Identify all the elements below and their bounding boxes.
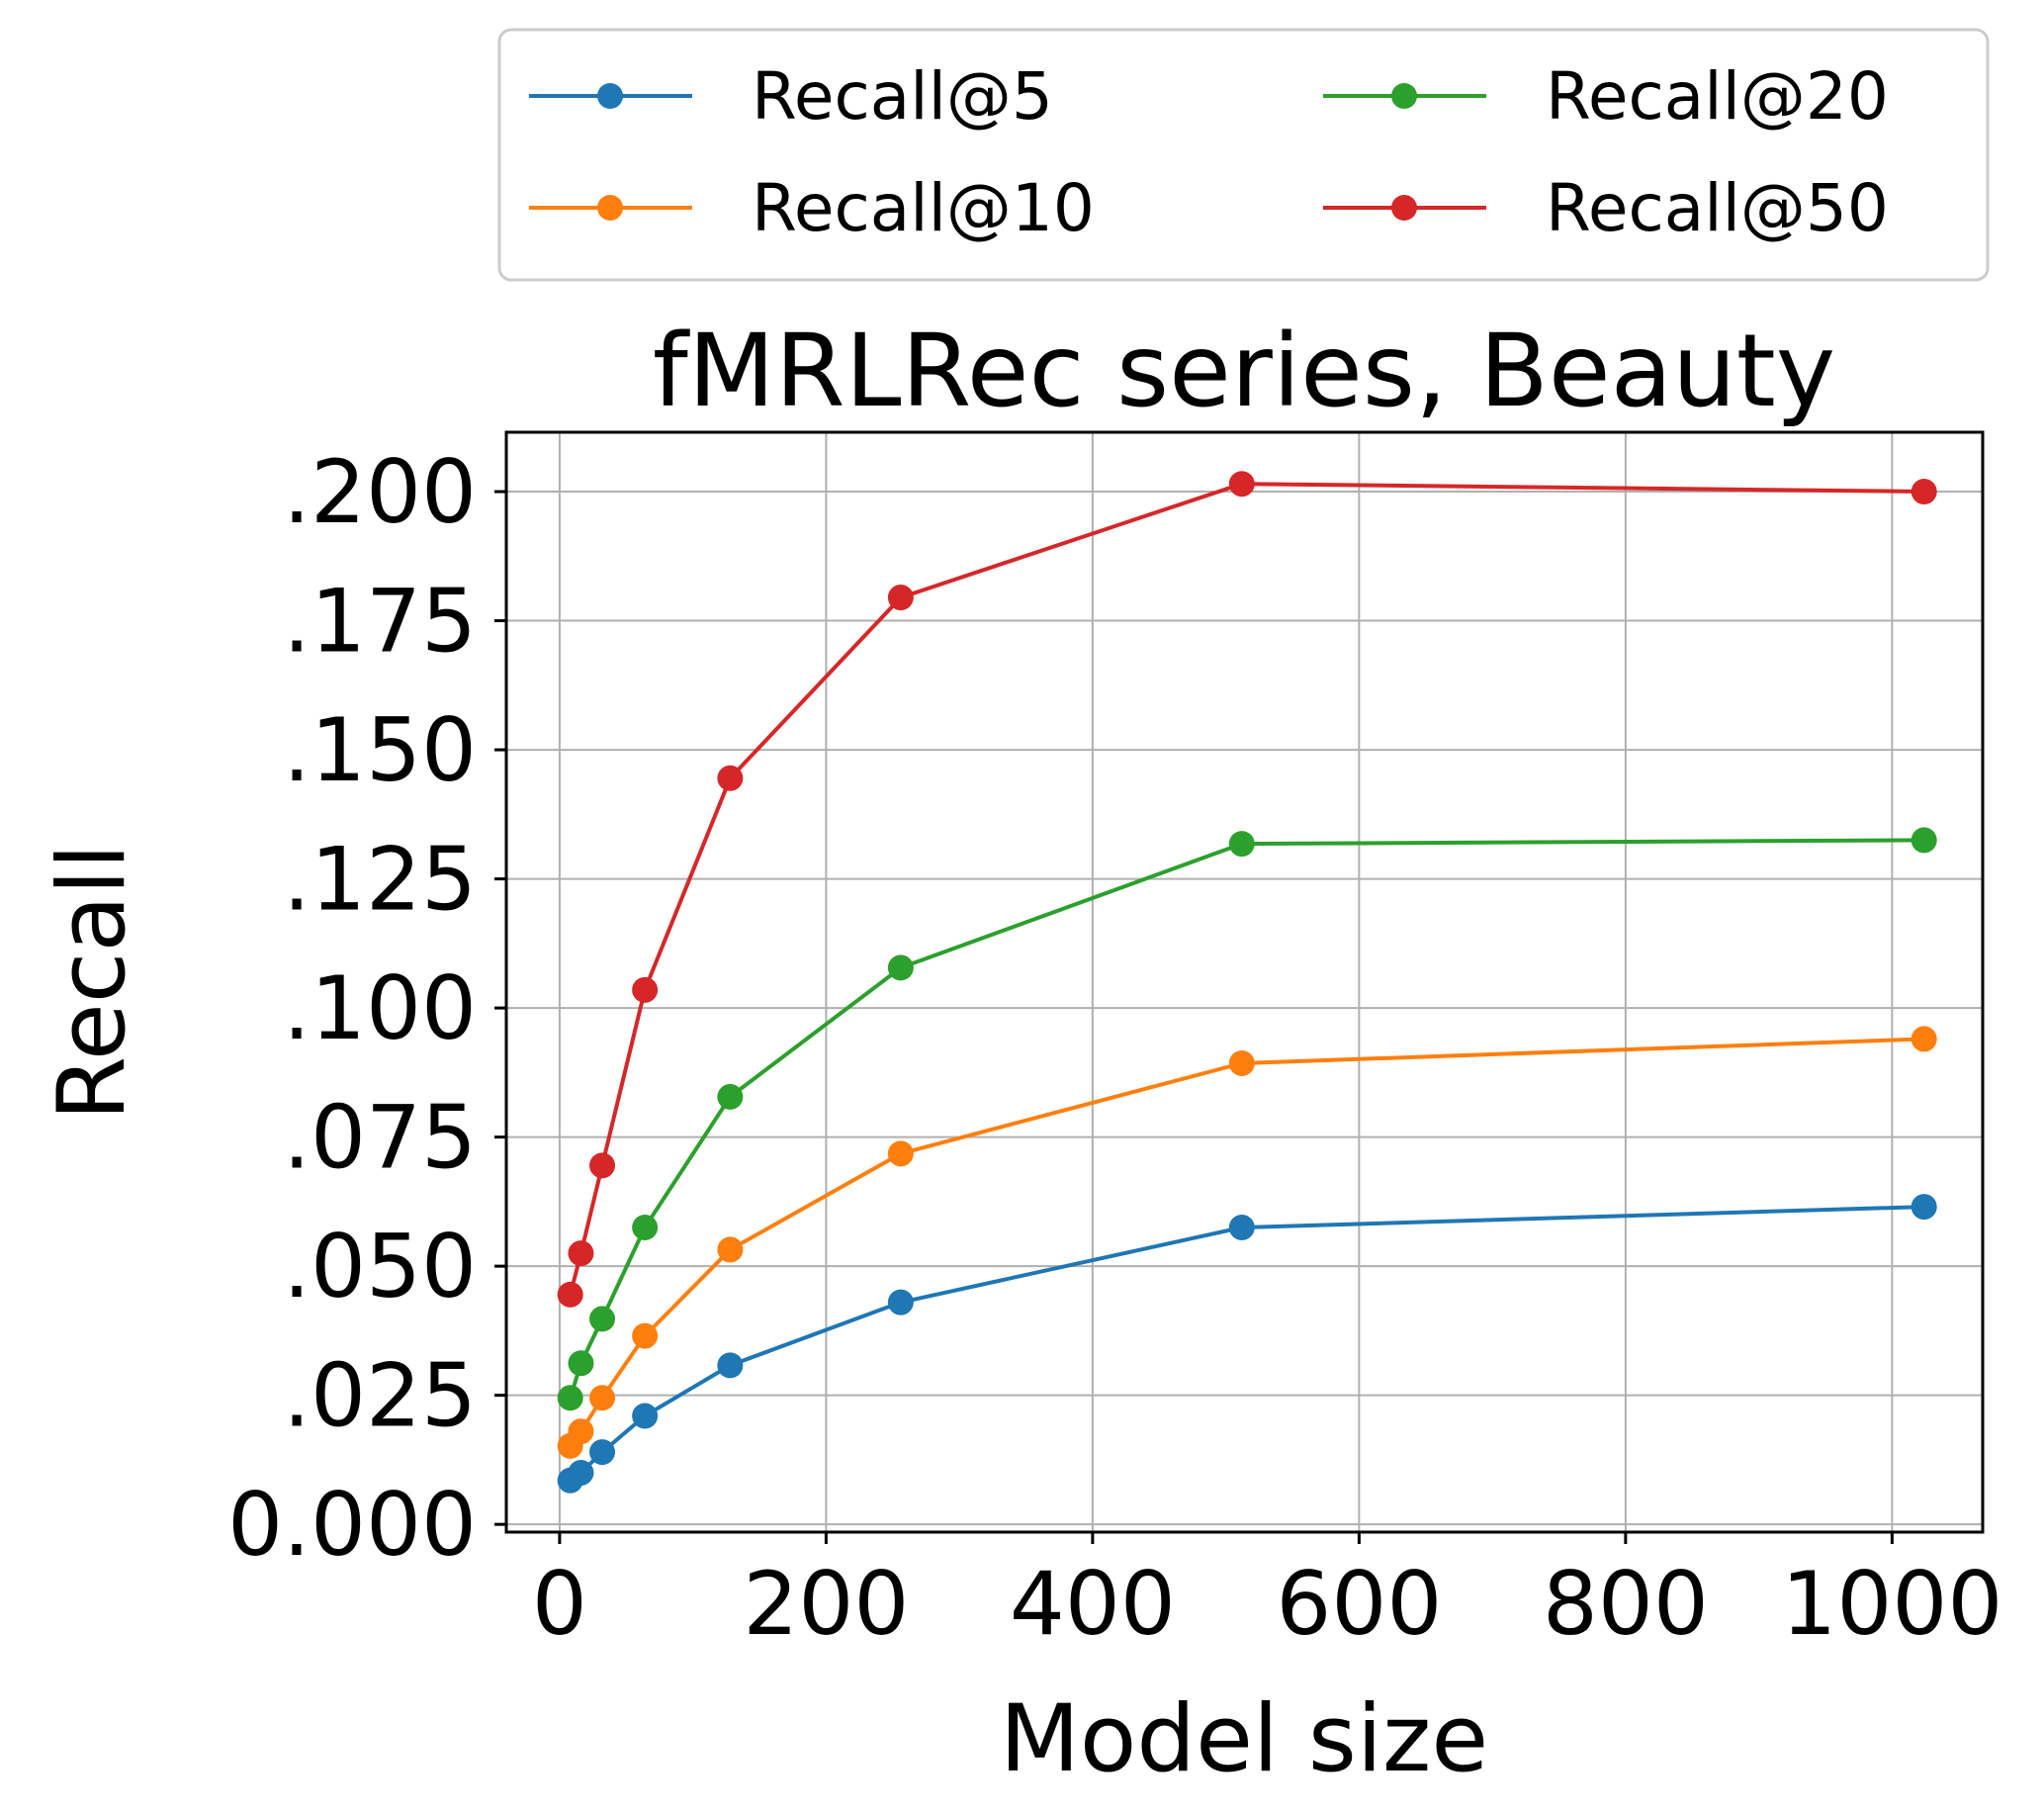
data-point-recall-5 — [1911, 1194, 1937, 1221]
data-point-recall-50 — [568, 1240, 594, 1267]
data-point-recall-5 — [1228, 1214, 1255, 1240]
x-axis-label: Model size — [1000, 1685, 1488, 1793]
y-tick-label: .075 — [283, 1087, 477, 1189]
y-tick-label: .050 — [283, 1216, 477, 1317]
legend: Recall@5 Recall@10 Recall@20 Recall@50 — [497, 28, 1990, 282]
data-point-recall-10 — [1911, 1026, 1937, 1052]
x-tick-label: 1000 — [1781, 1553, 2002, 1655]
y-tick-label: .150 — [283, 699, 477, 801]
y-tick-label: .025 — [283, 1345, 477, 1447]
series-recall-20 — [557, 827, 1937, 1411]
x-axis: 0 200 400 600 800 1000 — [532, 1532, 2002, 1655]
data-point-recall-20 — [887, 954, 914, 981]
data-point-recall-10 — [887, 1140, 914, 1167]
x-tick-label: 0 — [532, 1553, 587, 1655]
series-recall-50 — [557, 471, 1937, 1308]
data-point-recall-50 — [632, 976, 659, 1003]
y-axis: 0.000 .025 .050 .075 .100 .125 .150 .175 .200 — [227, 441, 506, 1576]
data-point-recall-50 — [1911, 479, 1937, 505]
data-point-recall-20 — [717, 1083, 744, 1110]
y-tick-label: .175 — [283, 571, 477, 673]
legend-label: Recall@20 — [1546, 58, 1889, 135]
series-line-recall-50 — [568, 482, 1924, 1296]
series-line-recall-20 — [568, 838, 1924, 1399]
data-point-recall-10 — [1228, 1049, 1255, 1076]
data-point-recall-10 — [717, 1236, 744, 1263]
chart-title: fMRLRec series, Beauty — [653, 313, 1835, 430]
data-point-recall-5 — [589, 1439, 616, 1466]
legend-item-recall-20: Recall@20 — [1323, 58, 1889, 135]
data-point-recall-20 — [589, 1306, 616, 1332]
legend-frame — [497, 28, 1990, 282]
legend-label: Recall@5 — [752, 58, 1053, 135]
x-tick-label: 600 — [1276, 1553, 1442, 1655]
legend-item-recall-50: Recall@50 — [1323, 170, 1889, 246]
series-recall-5 — [557, 1194, 1937, 1494]
data-point-recall-5 — [887, 1289, 914, 1315]
y-axis-label: Recall — [39, 844, 146, 1121]
legend-swatch-marker — [597, 83, 623, 109]
series-line-recall-5 — [569, 1205, 1924, 1483]
grid — [506, 432, 1983, 1532]
data-point-recall-5 — [632, 1403, 659, 1429]
legend-swatch-marker — [1391, 83, 1417, 109]
data-point-recall-20 — [632, 1214, 659, 1240]
data-point-recall-20 — [557, 1385, 583, 1411]
data-point-recall-5 — [717, 1352, 744, 1379]
legend-item-recall-5: Recall@5 — [529, 58, 1053, 135]
data-point-recall-50 — [717, 765, 744, 791]
data-point-recall-20 — [1228, 831, 1255, 858]
y-tick-label: 0.000 — [227, 1474, 477, 1576]
data-point-recall-10 — [568, 1418, 594, 1445]
series-recall-10 — [557, 1026, 1937, 1459]
legend-item-recall-10: Recall@10 — [529, 170, 1095, 246]
legend-label: Recall@10 — [752, 170, 1095, 246]
data-point-recall-10 — [589, 1385, 616, 1411]
x-tick-label: 400 — [1010, 1553, 1176, 1655]
series-line-recall-10 — [569, 1037, 1924, 1447]
data-point-recall-50 — [557, 1281, 583, 1308]
plot-area: 0 200 400 600 800 1000 0.000 .025 .050 .075 .100.… — [227, 430, 2002, 1655]
data-point-recall-50 — [887, 585, 914, 611]
legend-label: Recall@50 — [1546, 170, 1889, 246]
series-layer — [557, 471, 1937, 1494]
data-point-recall-20 — [568, 1350, 594, 1377]
y-tick-label: .100 — [283, 957, 477, 1059]
legend-swatch-marker — [1391, 195, 1417, 221]
data-point-recall-50 — [1228, 471, 1255, 498]
data-point-recall-20 — [1911, 827, 1937, 854]
x-tick-label: 800 — [1543, 1553, 1709, 1655]
legend-swatch-marker — [597, 195, 623, 221]
x-tick-label: 200 — [743, 1553, 909, 1655]
y-tick-label: .200 — [283, 441, 477, 543]
data-point-recall-50 — [589, 1152, 616, 1179]
data-point-recall-10 — [632, 1322, 659, 1349]
data-point-recall-5 — [568, 1459, 594, 1486]
y-tick-label: .125 — [283, 829, 477, 931]
plot-frame — [504, 430, 1985, 1534]
